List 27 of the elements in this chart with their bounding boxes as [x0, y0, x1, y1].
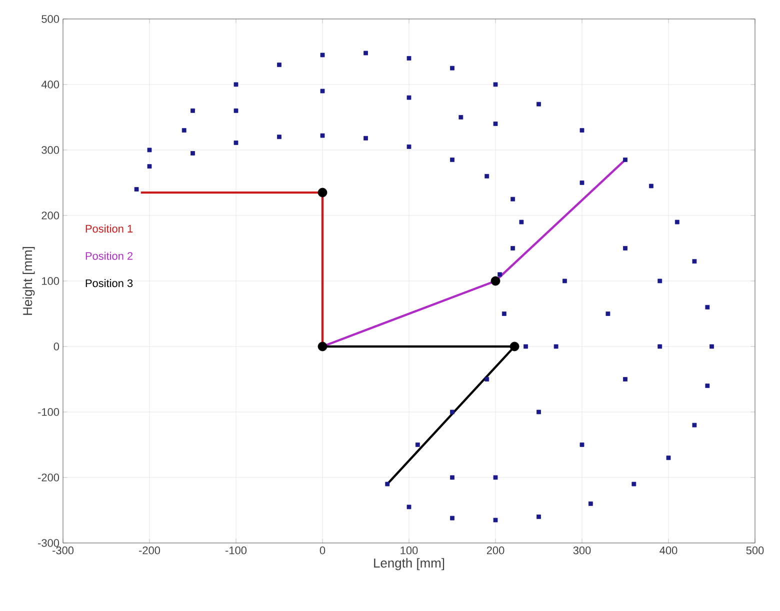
y-tick-label: -300	[38, 539, 60, 547]
point	[510, 342, 520, 352]
x-tick-label: 300	[573, 546, 591, 554]
x-axis-title: Length [mm]	[374, 558, 444, 570]
y-tick-label: 300	[42, 146, 60, 154]
x-tick-label: 0	[320, 546, 326, 554]
x-tick-label: -100	[226, 546, 247, 554]
y-tick-label: 0	[54, 342, 60, 350]
point	[318, 342, 328, 352]
point	[318, 188, 328, 198]
y-tick-label: -200	[38, 474, 60, 482]
y-tick-label: -100	[38, 408, 60, 416]
y-tick-label: 100	[42, 277, 60, 285]
x-tick-label: 400	[660, 546, 678, 554]
text: Position 2	[86, 252, 133, 260]
y-tick-label: 200	[42, 212, 60, 220]
x-tick-label: -200	[139, 546, 160, 554]
y-axis-title: Height [mm]	[22, 247, 35, 315]
x-tick-label: 500	[746, 546, 764, 554]
text: Position 1	[86, 224, 133, 233]
y-tick-label: 400	[41, 80, 60, 88]
x-tick-label: -300	[52, 546, 74, 554]
x-tick-label: 100	[400, 546, 418, 554]
point	[490, 276, 500, 286]
text: Position 3	[86, 279, 133, 288]
x-tick-label: 200	[486, 546, 504, 554]
y-tick-label: 500	[42, 15, 60, 23]
